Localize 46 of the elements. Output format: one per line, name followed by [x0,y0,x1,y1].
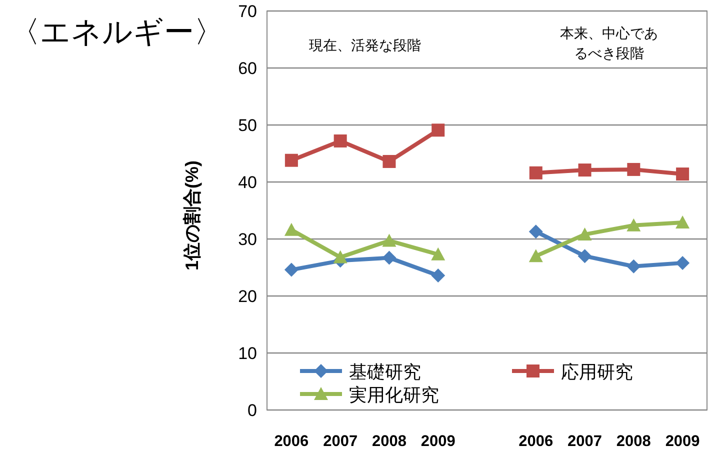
point [676,168,690,181]
x-tick-label: 2007 [323,433,358,450]
x-tick-label: 2007 [568,433,602,450]
annotation: 現在、活発な段階 [308,37,421,53]
point [334,134,347,148]
chart-title: 〈エネルギー〉 [10,16,224,49]
y-tick-label: 60 [238,59,257,78]
y-tick-label: 50 [238,116,257,135]
y-tick-label: 70 [238,2,257,21]
point [627,162,640,176]
point [626,259,641,274]
y-tick-label: 0 [248,401,257,420]
point [676,215,690,228]
x-tick-label: 2009 [420,433,456,450]
point [432,124,445,137]
y-tick-label: 40 [238,173,257,192]
point [431,247,446,260]
point [284,222,298,236]
x-tick-label: 2006 [518,433,554,450]
point [676,256,690,270]
point [382,154,396,168]
point [382,234,396,247]
point [284,154,298,167]
point [529,166,542,180]
x-tick-label: 2006 [274,433,310,450]
x-tick-label: 2009 [665,433,700,450]
point [284,262,298,277]
point [578,249,592,264]
point [431,268,446,282]
annotation: 本来、中心であるべき段階 [560,25,658,61]
point [528,224,543,239]
point [382,250,396,265]
point [626,218,641,232]
y-tick-label: 10 [238,344,257,363]
point [578,164,592,177]
point [528,249,543,262]
point [578,227,592,240]
legend-label: 実用化研究 [349,385,439,405]
y-axis-title: 1位の割合(%) [182,160,202,271]
y-tick-label: 30 [238,230,257,249]
y-tick-label: 20 [238,287,257,306]
legend-label: 基礎研究 [349,362,421,382]
x-tick-label: 2008 [616,433,652,450]
x-tick-label: 2008 [372,433,407,450]
legend-label: 応用研究 [561,362,633,382]
point [333,250,348,264]
